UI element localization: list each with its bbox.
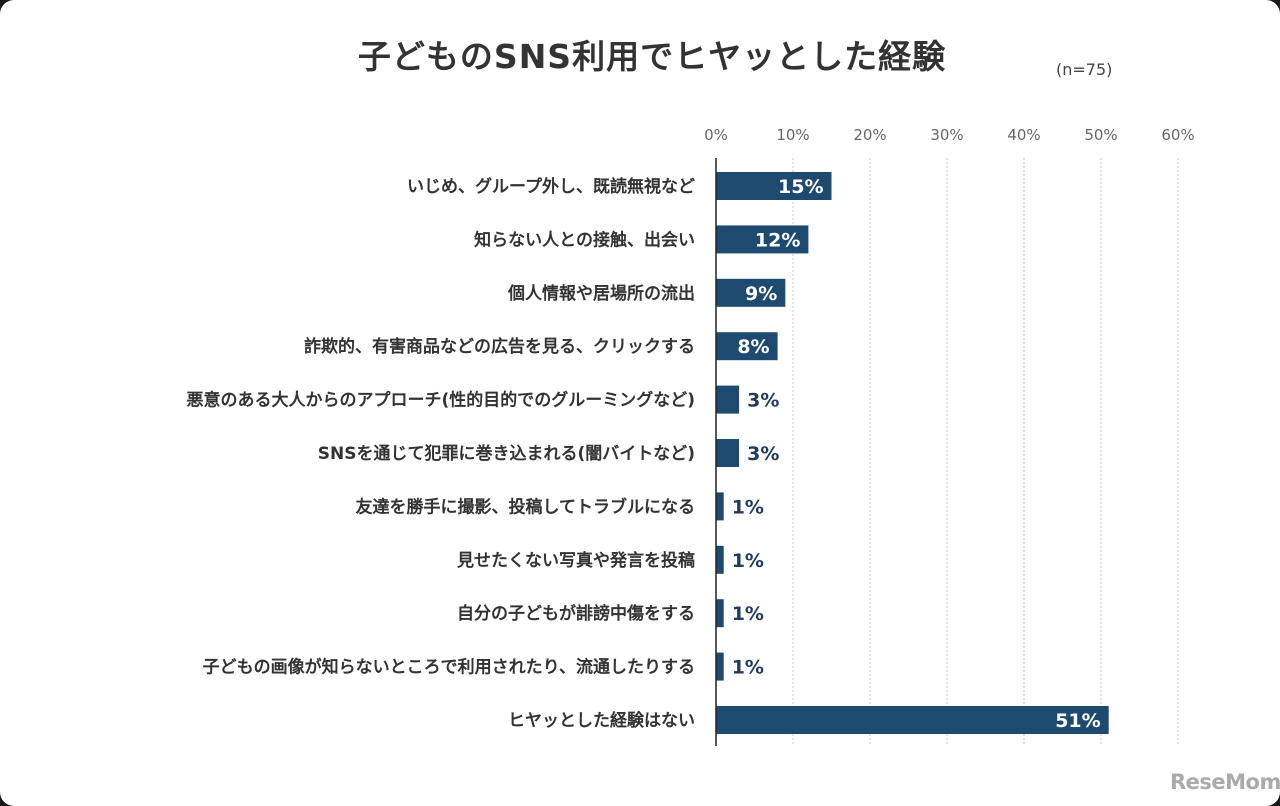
x-tick-label: 50%	[1084, 126, 1117, 144]
bar	[716, 172, 832, 200]
chart-title: 子どものSNS利用でヒヤッとした経験	[357, 37, 947, 76]
x-tick-label: 20%	[853, 126, 886, 144]
category-label: 詐欺的、有害商品などの広告を見る、クリックする	[304, 336, 695, 357]
value-label: 3%	[747, 390, 779, 412]
category-label: 子どもの画像が知らないところで利用されたり、流通したりする	[203, 657, 695, 678]
category-label: 悪意のある大人からのアプローチ(性的目的でのグルーミングなど)	[186, 390, 695, 411]
sample-size-note: (n=75)	[1056, 60, 1113, 79]
category-label: SNSを通じて犯罪に巻き込まれる(闇バイトなど)	[318, 443, 695, 464]
x-tick-label: 0%	[704, 126, 728, 144]
value-label: 1%	[732, 603, 764, 625]
bar	[716, 385, 740, 414]
x-tick-label: 60%	[1161, 126, 1194, 144]
bar	[716, 492, 724, 521]
bar	[716, 545, 724, 574]
value-label: 1%	[732, 496, 764, 518]
bar	[716, 439, 740, 467]
category-label: いじめ、グループ外し、既読無視など	[407, 176, 695, 197]
category-label: 個人情報や居場所の流出	[507, 283, 695, 304]
bar	[716, 599, 724, 628]
value-label: 3%	[747, 443, 779, 465]
value-label: 12%	[755, 229, 800, 251]
x-tick-label: 30%	[930, 126, 963, 144]
bar	[716, 332, 778, 361]
category-label: 友達を勝手に撮影、投稿してトラブルになる	[356, 496, 696, 517]
bar	[716, 278, 786, 307]
category-label: ヒヤッとした経験はない	[508, 710, 695, 731]
value-label: 51%	[1055, 710, 1100, 732]
x-tick-label: 10%	[776, 126, 809, 144]
bar	[716, 706, 1109, 734]
value-label: 9%	[745, 283, 777, 305]
bar	[716, 225, 809, 254]
category-label: 知らない人との接触、出会い	[473, 229, 695, 250]
resemom-logo: ReseMom	[1170, 770, 1280, 794]
x-tick-label: 40%	[1007, 126, 1040, 144]
category-label: 自分の子どもが誹謗中傷をする	[457, 603, 695, 624]
category-label: 見せたくない写真や発言を投稿	[456, 550, 695, 571]
value-label: 8%	[737, 336, 769, 358]
value-label: 1%	[732, 550, 764, 572]
value-label: 15%	[778, 176, 823, 198]
bar	[716, 652, 724, 681]
value-label: 1%	[732, 657, 764, 679]
